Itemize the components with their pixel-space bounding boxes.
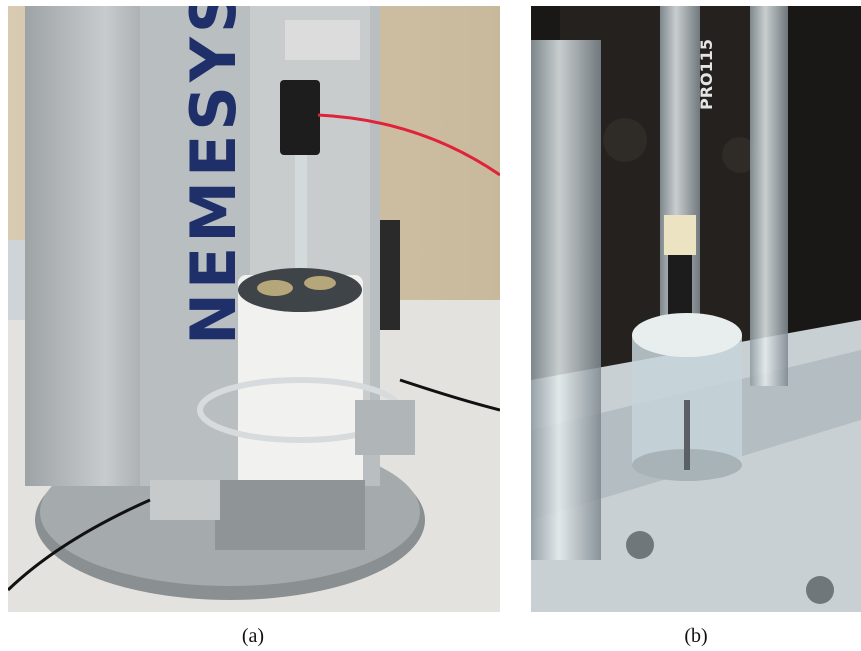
photo-text: NEMESYS [177,0,250,345]
caption: (a) [242,625,264,647]
photo-b: PRO115 [531,6,861,612]
photo-a: NEMESYS [8,0,500,612]
photo-text: PRO115 [697,39,716,110]
caption: (b) [684,625,707,647]
